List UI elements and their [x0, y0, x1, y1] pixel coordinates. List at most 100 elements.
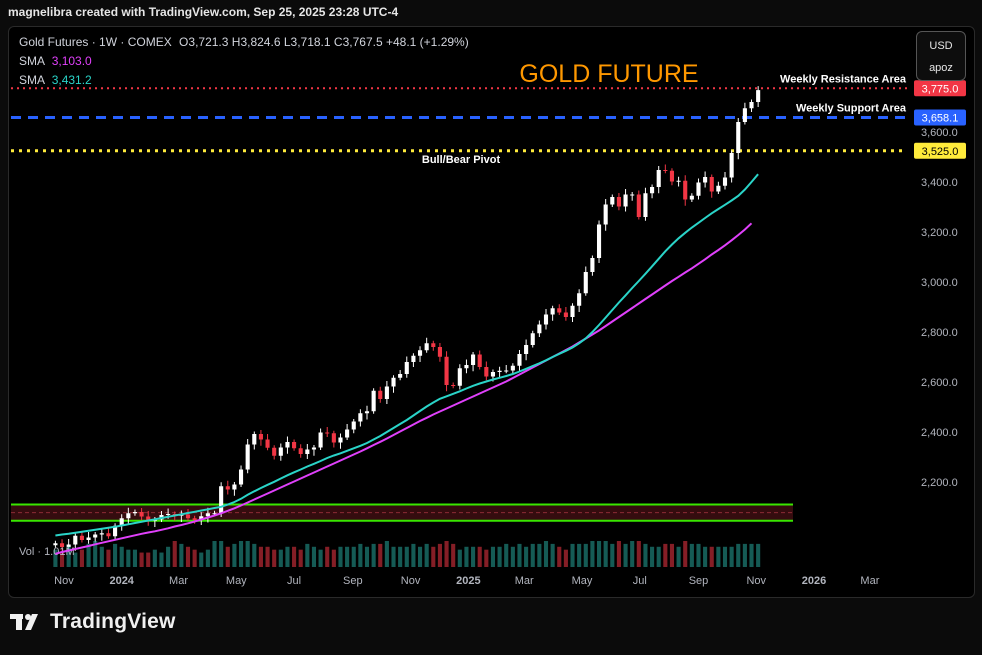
- volume-bar: [384, 541, 389, 567]
- candle-body: [650, 187, 655, 194]
- candle-body: [537, 324, 542, 334]
- volume-bar: [444, 541, 449, 567]
- candle-body: [219, 486, 224, 514]
- candle-body: [258, 434, 263, 440]
- volume-bar: [311, 546, 317, 567]
- volume-bar: [166, 546, 171, 567]
- volume-bar: [73, 552, 78, 567]
- candle-body: [311, 447, 317, 450]
- volume-bar: [298, 549, 303, 567]
- candle-body: [683, 180, 688, 200]
- candle-body: [616, 197, 621, 207]
- candle-body: [742, 108, 747, 122]
- volume-bar: [683, 541, 688, 567]
- x-tick-label: 2025: [456, 575, 480, 587]
- volume-bar: [119, 546, 124, 567]
- volume-bar: [543, 541, 549, 567]
- volume-bar: [378, 543, 383, 567]
- candle-body: [318, 432, 323, 448]
- volume-bar: [504, 543, 509, 567]
- y-tick-label: 2,800.0: [921, 327, 958, 339]
- symbol-legend-row[interactable]: Gold Futures · 1W · COMEX O3,721.3 H3,82…: [19, 33, 469, 52]
- volume-bar: [318, 549, 323, 567]
- volume-bar: [325, 546, 330, 567]
- candle-body: [477, 354, 482, 367]
- candle-body: [166, 514, 171, 515]
- symbol-label: Gold Futures · 1W · COMEX: [19, 35, 172, 49]
- candle-body: [212, 513, 217, 515]
- tradingview-footer: TradingView: [10, 610, 176, 634]
- volume-bar: [225, 546, 230, 567]
- sma-fast-legend-row[interactable]: SMA 3,431.2: [19, 71, 469, 90]
- candle-body: [497, 370, 502, 372]
- volume-bar: [696, 543, 701, 567]
- candle-body: [437, 347, 442, 357]
- volume-bar: [265, 546, 270, 567]
- candle-body: [199, 516, 204, 520]
- volume-bar: [126, 549, 131, 567]
- candle-body: [146, 516, 151, 521]
- volume-bar: [79, 549, 84, 567]
- level-price-tag: [914, 142, 966, 159]
- candle-body: [285, 442, 290, 448]
- volume-bar: [663, 543, 668, 567]
- volume-bar: [113, 543, 118, 567]
- candle-body: [756, 90, 761, 102]
- volume-bar: [557, 546, 562, 567]
- currency-unit-button[interactable]: USD apoz: [916, 31, 966, 81]
- low-value: 3,718.1: [290, 35, 331, 49]
- level-text-label: Weekly Support Area: [796, 102, 907, 114]
- volume-bar: [106, 549, 111, 567]
- candle-body: [524, 345, 529, 354]
- candle-body: [113, 525, 118, 537]
- candle-body: [504, 370, 509, 372]
- x-tick-label: May: [226, 575, 247, 587]
- volume-bar: [86, 543, 91, 567]
- candle-body: [205, 513, 210, 517]
- candle-body: [79, 535, 84, 540]
- candle-body: [517, 354, 522, 366]
- candle-body: [225, 486, 230, 490]
- volume-bar: [351, 546, 356, 567]
- candle-body: [451, 385, 456, 386]
- volume-bar: [610, 543, 615, 567]
- candle-body: [596, 224, 602, 258]
- volume-bar: [305, 543, 310, 567]
- candle-body: [265, 439, 270, 448]
- candle-body: [305, 449, 310, 454]
- chart-legend: Gold Futures · 1W · COMEX O3,721.3 H3,82…: [19, 33, 469, 90]
- candle-body: [331, 433, 336, 443]
- candle-body: [59, 543, 65, 547]
- candle-body: [570, 305, 575, 317]
- sma-slow-value: 3,103.0: [51, 54, 92, 68]
- volume-bar: [417, 546, 423, 567]
- candle-body: [636, 194, 641, 217]
- y-tick-label: 3,600.0: [921, 127, 958, 139]
- tradingview-brand: TradingView: [50, 610, 176, 633]
- sma-fast-value: 3,431.2: [51, 73, 92, 87]
- volume-bar: [457, 549, 462, 567]
- sma-slow-label: SMA: [19, 54, 45, 68]
- price-chart[interactable]: GOLD FUTURE 2,200.0 2,400.0 2,600.0 2,800.0 3…: [9, 27, 974, 597]
- volume-bar: [517, 543, 522, 567]
- volume-bar: [252, 543, 257, 567]
- low-label: L: [283, 35, 291, 49]
- x-tick-label: Sep: [689, 575, 709, 587]
- candle-body: [272, 447, 277, 456]
- candle-body: [292, 442, 297, 449]
- sma-slow-legend-row[interactable]: SMA 3,103.0: [19, 52, 469, 71]
- volume-bar: [364, 546, 370, 567]
- x-tick-label: Nov: [54, 575, 74, 587]
- candle-body: [557, 308, 562, 313]
- candle-body: [643, 193, 648, 217]
- sma-slow-line: [55, 222, 753, 555]
- x-tick-label: Nov: [746, 575, 766, 587]
- x-tick-label: Mar: [860, 575, 879, 587]
- candle-body: [106, 533, 111, 537]
- candle-body: [577, 293, 582, 306]
- chart-panel[interactable]: GOLD FUTURE 2,200.0 2,400.0 2,600.0 2,800.0 3…: [8, 26, 975, 598]
- volume-bar: [550, 543, 555, 567]
- volume-bar: [736, 543, 741, 567]
- candle-body: [53, 543, 58, 546]
- tradingview-logo-icon: [10, 614, 38, 630]
